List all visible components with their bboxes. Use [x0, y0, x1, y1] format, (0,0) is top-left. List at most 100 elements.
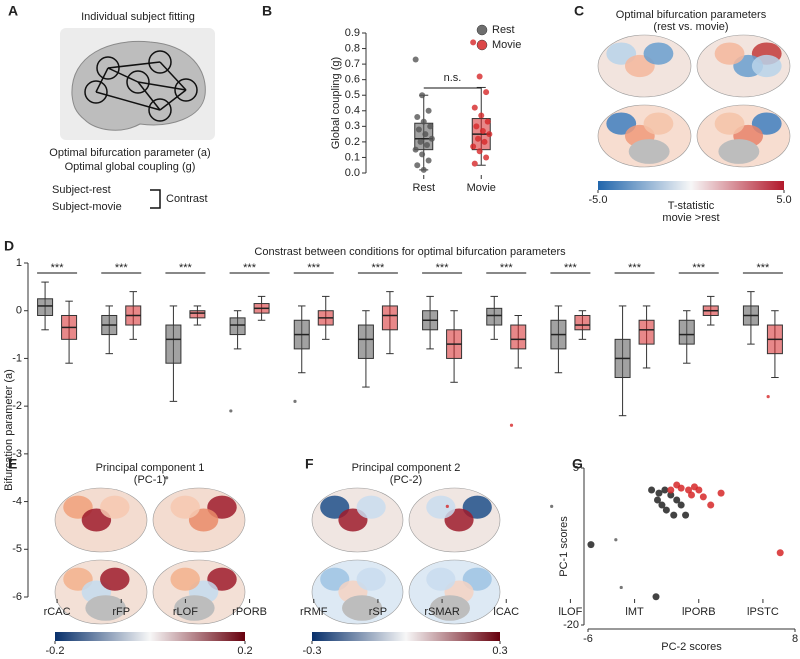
colorbar: [598, 181, 784, 190]
x-tick-label: rLOF: [173, 606, 198, 618]
x-tick-label: lPSTC: [747, 606, 779, 618]
y-tick-label: 0.4: [345, 105, 360, 117]
y-tick-label: 0.0: [345, 167, 360, 179]
legend-marker: [476, 24, 488, 36]
box: [486, 307, 503, 326]
colorbar-label: movie >rest: [662, 212, 719, 224]
significance-label: ***: [179, 262, 193, 274]
box: [678, 319, 695, 345]
medial-wall: [85, 595, 126, 621]
region: [170, 495, 200, 519]
point: [673, 481, 681, 489]
point: [652, 593, 660, 601]
point: [423, 142, 430, 148]
point: [412, 146, 419, 153]
y-axis-label: PC-1 scores: [558, 516, 570, 577]
colorbar: [55, 632, 245, 641]
x-tick-label: rRMF: [300, 606, 328, 618]
contrast-label: Contrast: [166, 193, 208, 205]
y-axis-label: Global coupling (g): [330, 57, 342, 149]
point: [658, 501, 666, 509]
y-tick-label: 0.5: [345, 89, 360, 101]
y-tick-label: -20: [563, 619, 579, 631]
x-tick-label: -5.0: [589, 194, 608, 206]
box: [381, 305, 398, 331]
point: [293, 399, 297, 403]
y-tick-label: 0.9: [345, 27, 360, 39]
medial-wall: [342, 595, 383, 621]
chart-subtitle: (PC-2): [390, 474, 422, 486]
point: [614, 538, 618, 542]
panel-label: E: [8, 456, 17, 472]
point: [484, 118, 491, 125]
significance-label: ***: [243, 262, 257, 274]
point: [415, 126, 422, 133]
brain-outline: [71, 40, 206, 131]
y-axis-label: Bifurcation parameter (a): [3, 369, 15, 491]
point: [766, 395, 770, 399]
region: [426, 567, 456, 591]
region: [100, 495, 130, 519]
point: [486, 131, 493, 138]
point: [481, 138, 488, 145]
medial-wall: [628, 139, 670, 164]
significance-label: ***: [371, 262, 385, 274]
point: [471, 160, 478, 167]
point: [229, 409, 233, 413]
point: [648, 486, 656, 494]
x-tick-label: 5.0: [776, 194, 791, 206]
point: [470, 39, 477, 46]
box: [37, 298, 54, 316]
brain-surface: [152, 487, 246, 553]
y-tick-label: 0.2: [345, 136, 360, 148]
x-tick-label: lPORB: [682, 606, 716, 618]
medial-wall: [174, 595, 215, 621]
y-tick-label: 0.8: [345, 42, 360, 54]
point: [667, 486, 675, 494]
panel-label: D: [4, 238, 14, 254]
region: [100, 567, 130, 591]
point: [690, 483, 698, 491]
region: [170, 567, 200, 591]
y-tick-label: 5: [573, 462, 579, 474]
x-tick-label: 0.3: [492, 645, 507, 657]
y-tick-label: -6: [12, 591, 22, 603]
box: [357, 324, 374, 359]
point: [414, 114, 421, 120]
point: [445, 504, 449, 508]
region: [714, 42, 745, 65]
point: [471, 104, 478, 111]
y-tick-label: -5: [12, 543, 22, 555]
y-tick-label: -4: [12, 495, 22, 507]
x-tick-label: lLOF: [558, 606, 582, 618]
condition-label: Subject-movie: [52, 201, 122, 213]
colorbar-label: T-statistic: [668, 200, 715, 212]
point: [483, 154, 490, 161]
significance-label: ***: [115, 262, 129, 274]
point: [425, 157, 432, 164]
point: [425, 107, 432, 114]
brain-surface: [54, 487, 148, 553]
point: [476, 148, 483, 155]
point: [655, 489, 663, 497]
y-tick-label: 0.3: [345, 120, 360, 132]
point: [670, 511, 678, 519]
point: [476, 73, 483, 80]
x-tick-label: Rest: [412, 182, 435, 194]
point: [550, 504, 554, 508]
chart-title: Constrast between conditions for optimal…: [254, 246, 566, 258]
y-tick-label: -1: [12, 352, 22, 364]
point: [776, 549, 784, 557]
point: [509, 423, 514, 427]
x-tick-label: Movie: [467, 182, 496, 194]
chart-title: Principal component 2: [352, 462, 461, 474]
box: [574, 314, 591, 331]
point: [475, 135, 482, 142]
point: [653, 496, 661, 504]
x-tick-label: -0.2: [46, 645, 65, 657]
region: [643, 112, 674, 135]
point: [414, 162, 421, 169]
region: [356, 567, 386, 591]
chart-title: Optimal bifurcation parameters: [616, 9, 767, 21]
